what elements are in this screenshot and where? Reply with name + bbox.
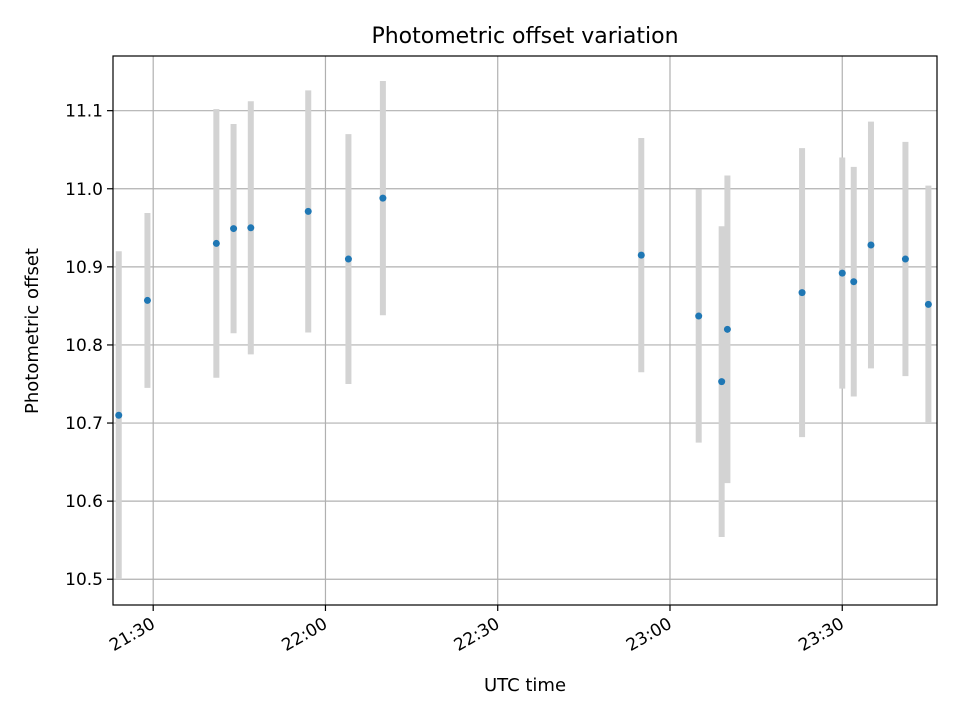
x-axis-label: UTC time xyxy=(484,675,566,696)
data-point xyxy=(718,378,726,386)
data-point xyxy=(143,296,151,304)
y-tick-label: 10.6 xyxy=(65,492,103,512)
data-point xyxy=(798,289,806,297)
x-tick-label: 23:00 xyxy=(623,614,675,656)
y-tick-label: 10.9 xyxy=(65,258,103,278)
y-tick-label: 10.7 xyxy=(65,414,103,434)
data-point xyxy=(838,269,846,277)
y-tick-label: 11.1 xyxy=(65,102,103,122)
chart-title: Photometric offset variation xyxy=(371,24,678,49)
data-point xyxy=(230,225,238,233)
x-tick-label: 23:30 xyxy=(795,614,847,656)
data-point xyxy=(723,325,731,333)
data-point xyxy=(637,251,645,259)
data-points xyxy=(115,194,932,419)
data-point xyxy=(695,312,703,320)
data-point xyxy=(304,207,312,215)
data-point xyxy=(247,224,255,232)
data-point xyxy=(212,239,220,247)
grid-lines xyxy=(113,56,937,605)
x-tick-label: 21:30 xyxy=(106,614,158,656)
y-axis-label: Photometric offset xyxy=(22,248,43,414)
x-tick-label: 22:00 xyxy=(279,614,331,656)
data-point xyxy=(924,300,932,308)
data-point xyxy=(379,194,387,202)
error-bars xyxy=(115,80,932,580)
y-tick-label: 11.0 xyxy=(65,180,103,200)
x-tick-label: 22:30 xyxy=(451,614,503,656)
data-point xyxy=(901,255,909,263)
plot-frame xyxy=(112,55,938,606)
y-tick-label: 10.8 xyxy=(65,336,103,356)
data-point xyxy=(115,411,123,419)
data-point xyxy=(344,255,352,263)
data-point xyxy=(850,278,858,286)
y-tick-label: 10.5 xyxy=(65,570,103,590)
data-point xyxy=(867,241,875,249)
